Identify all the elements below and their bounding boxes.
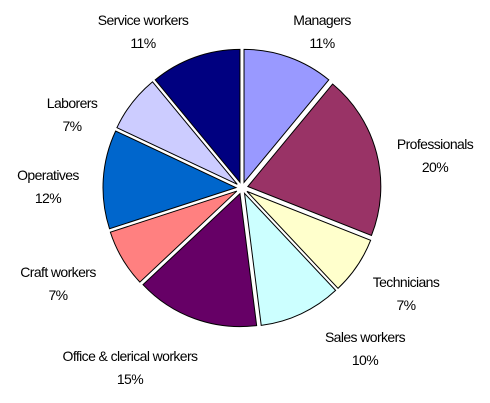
slice-label: Laborers 7%	[2, 92, 142, 138]
category-label: Sales workers	[324, 329, 406, 345]
category-label: Operatives	[17, 167, 79, 183]
value-label: 7%	[48, 287, 68, 303]
value-label: 11%	[309, 35, 335, 51]
category-label: Professionals	[396, 136, 474, 152]
pie-slice	[154, 48, 241, 184]
value-label: 7%	[396, 297, 416, 313]
slice-label: Office & clerical workers 15%	[60, 345, 200, 391]
pie-slice	[116, 81, 238, 185]
pie-slice	[142, 192, 258, 328]
value-label: 10%	[351, 352, 379, 368]
category-label: Managers	[293, 12, 351, 28]
pie-slice	[246, 190, 372, 290]
pie-slice	[109, 190, 238, 283]
value-label: 7%	[62, 118, 82, 134]
slice-label: Service workers 11%	[73, 9, 213, 55]
value-label: 12%	[34, 190, 62, 206]
value-label: 15%	[116, 371, 144, 387]
category-label: Office & clerical workers	[62, 348, 199, 364]
slice-label: Professionals 20%	[365, 133, 490, 179]
slice-label: Operatives 12%	[0, 164, 118, 210]
pie-slice	[246, 83, 382, 237]
category-label: Craft workers	[20, 264, 96, 280]
value-label: 11%	[130, 35, 156, 51]
category-label: Service workers	[97, 12, 189, 28]
category-label: Technicians	[372, 274, 440, 290]
category-label: Laborers	[46, 95, 98, 111]
slice-label: Technicians 7%	[336, 271, 476, 317]
slice-label: Managers 11%	[252, 9, 392, 55]
pie-slice	[102, 130, 238, 230]
slice-label: Craft workers 7%	[0, 261, 128, 307]
slice-label: Sales workers 10%	[295, 326, 435, 372]
pie-slice	[243, 191, 337, 326]
pie-slice	[243, 48, 330, 184]
value-label: 20%	[421, 159, 449, 175]
